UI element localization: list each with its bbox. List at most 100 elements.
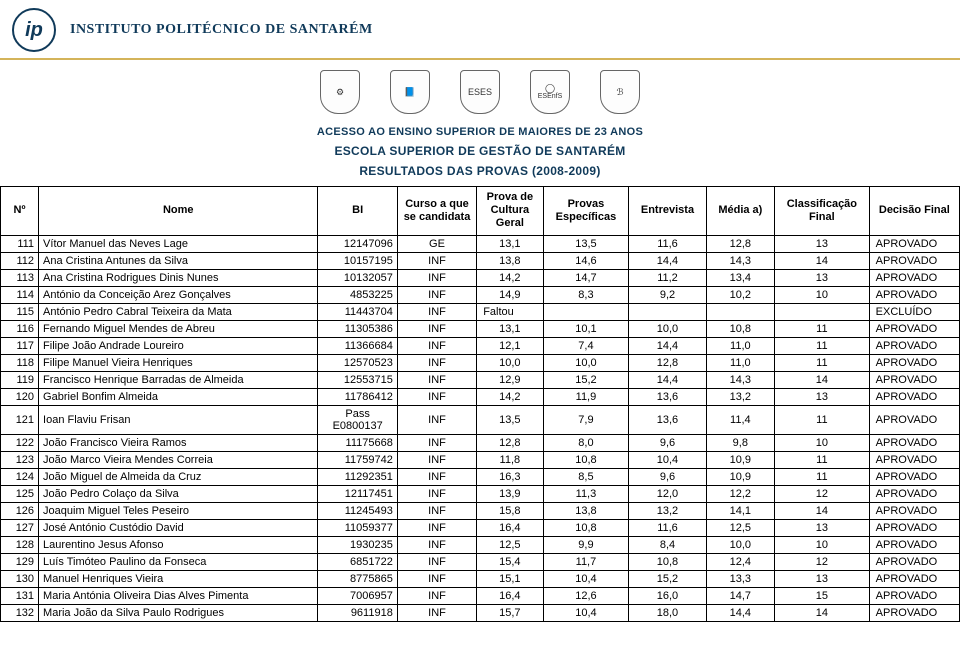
cell-dec: EXCLUÍDO xyxy=(869,303,959,320)
results-table: Nº Nome BI Curso a que se candidata Prov… xyxy=(0,186,960,622)
table-row: 126Joaquim Miguel Teles Peseiro11245493I… xyxy=(1,502,960,519)
cell-class: 13 xyxy=(775,269,870,286)
cell-pcg: 12,5 xyxy=(477,536,543,553)
cell-entrev: 9,6 xyxy=(629,468,706,485)
cell-media: 14,1 xyxy=(706,502,775,519)
table-row: 121Ioan Flaviu FrisanPassE0800137INF13,5… xyxy=(1,405,960,434)
table-row: 128Laurentino Jesus Afonso1930235INF12,5… xyxy=(1,536,960,553)
cell-class: 13 xyxy=(775,519,870,536)
title-school: ESCOLA SUPERIOR DE GESTÃO DE SANTARÉM xyxy=(0,144,960,158)
cell-no: 122 xyxy=(1,434,39,451)
titles-block: ACESSO AO ENSINO SUPERIOR DE MAIORES DE … xyxy=(0,126,960,178)
cell-bi: 11443704 xyxy=(318,303,397,320)
cell-pe: 13,5 xyxy=(543,235,629,252)
cell-pe: 14,6 xyxy=(543,252,629,269)
cell-no: 114 xyxy=(1,286,39,303)
school-shield: 📘 xyxy=(390,70,430,114)
cell-pe: 11,3 xyxy=(543,485,629,502)
cell-entrev: 15,2 xyxy=(629,570,706,587)
cell-class: 12 xyxy=(775,553,870,570)
cell-pcg: Faltou xyxy=(477,303,543,320)
cell-pe: 7,9 xyxy=(543,405,629,434)
shield-label: ESEnfS xyxy=(538,93,563,101)
cell-name: Ioan Flaviu Frisan xyxy=(39,405,318,434)
cell-entrev: 13,6 xyxy=(629,388,706,405)
cell-entrev: 16,0 xyxy=(629,587,706,604)
cell-no: 126 xyxy=(1,502,39,519)
cell-pcg: 16,4 xyxy=(477,587,543,604)
cell-media: 14,7 xyxy=(706,587,775,604)
cell-no: 132 xyxy=(1,604,39,621)
cell-entrev: 11,2 xyxy=(629,269,706,286)
table-row: 113Ana Cristina Rodrigues Dinis Nunes101… xyxy=(1,269,960,286)
cell-no: 123 xyxy=(1,451,39,468)
shield-glyph: ⚙ xyxy=(336,88,344,97)
cell-pcg: 15,7 xyxy=(477,604,543,621)
cell-no: 131 xyxy=(1,587,39,604)
cell-dec: APROVADO xyxy=(869,502,959,519)
table-row: 125João Pedro Colaço da Silva12117451INF… xyxy=(1,485,960,502)
cell-bi: 10132057 xyxy=(318,269,397,286)
cell-pe: 10,1 xyxy=(543,320,629,337)
cell-pcg: 11,8 xyxy=(477,451,543,468)
cell-dec: APROVADO xyxy=(869,354,959,371)
cell-class xyxy=(775,303,870,320)
cell-no: 125 xyxy=(1,485,39,502)
cell-curso: INF xyxy=(397,405,476,434)
cell-class: 11 xyxy=(775,354,870,371)
cell-curso: INF xyxy=(397,320,476,337)
cell-entrev: 8,4 xyxy=(629,536,706,553)
cell-class: 11 xyxy=(775,405,870,434)
cell-curso: INF xyxy=(397,536,476,553)
cell-curso: INF xyxy=(397,502,476,519)
cell-pe: 13,8 xyxy=(543,502,629,519)
cell-bi: 4853225 xyxy=(318,286,397,303)
cell-name: Maria João da Silva Paulo Rodrigues xyxy=(39,604,318,621)
table-row: 117Filipe João Andrade Loureiro11366684I… xyxy=(1,337,960,354)
cell-pcg: 13,5 xyxy=(477,405,543,434)
cell-entrev: 10,4 xyxy=(629,451,706,468)
table-row: 112Ana Cristina Antunes da Silva10157195… xyxy=(1,252,960,269)
cell-dec: APROVADO xyxy=(869,434,959,451)
cell-name: José António Custódio David xyxy=(39,519,318,536)
cell-pe xyxy=(543,303,629,320)
cell-bi: 12147096 xyxy=(318,235,397,252)
cell-media: 11,0 xyxy=(706,354,775,371)
shield-glyph: ℬ xyxy=(616,88,623,97)
cell-bi: 11305386 xyxy=(318,320,397,337)
cell-entrev: 12,8 xyxy=(629,354,706,371)
cell-class: 11 xyxy=(775,320,870,337)
cell-media: 12,8 xyxy=(706,235,775,252)
table-row: 119Francisco Henrique Barradas de Almeid… xyxy=(1,371,960,388)
cell-entrev xyxy=(629,303,706,320)
table-row: 116Fernando Miguel Mendes de Abreu113053… xyxy=(1,320,960,337)
cell-class: 15 xyxy=(775,587,870,604)
cell-bi: 11059377 xyxy=(318,519,397,536)
table-row: 130Manuel Henriques Vieira8775865INF15,1… xyxy=(1,570,960,587)
cell-bi: 12117451 xyxy=(318,485,397,502)
cell-pe: 7,4 xyxy=(543,337,629,354)
table-body: 111Vítor Manuel das Neves Lage12147096GE… xyxy=(1,235,960,621)
cell-pe: 9,9 xyxy=(543,536,629,553)
cell-curso: INF xyxy=(397,519,476,536)
cell-pcg: 12,1 xyxy=(477,337,543,354)
cell-curso: GE xyxy=(397,235,476,252)
logo-text: ip xyxy=(25,19,43,42)
title-access: ACESSO AO ENSINO SUPERIOR DE MAIORES DE … xyxy=(0,126,960,138)
cell-media: 10,9 xyxy=(706,451,775,468)
cell-media: 14,4 xyxy=(706,604,775,621)
cell-no: 121 xyxy=(1,405,39,434)
cell-no: 120 xyxy=(1,388,39,405)
table-row: 127José António Custódio David11059377IN… xyxy=(1,519,960,536)
cell-no: 119 xyxy=(1,371,39,388)
cell-pe: 8,3 xyxy=(543,286,629,303)
cell-curso: INF xyxy=(397,451,476,468)
table-row: 114António da Conceição Arez Gonçalves48… xyxy=(1,286,960,303)
cell-media: 14,3 xyxy=(706,371,775,388)
cell-class: 10 xyxy=(775,286,870,303)
cell-no: 118 xyxy=(1,354,39,371)
cell-media: 13,3 xyxy=(706,570,775,587)
cell-pcg: 13,9 xyxy=(477,485,543,502)
cell-name: Filipe João Andrade Loureiro xyxy=(39,337,318,354)
shield-glyph: 📘 xyxy=(404,88,415,97)
